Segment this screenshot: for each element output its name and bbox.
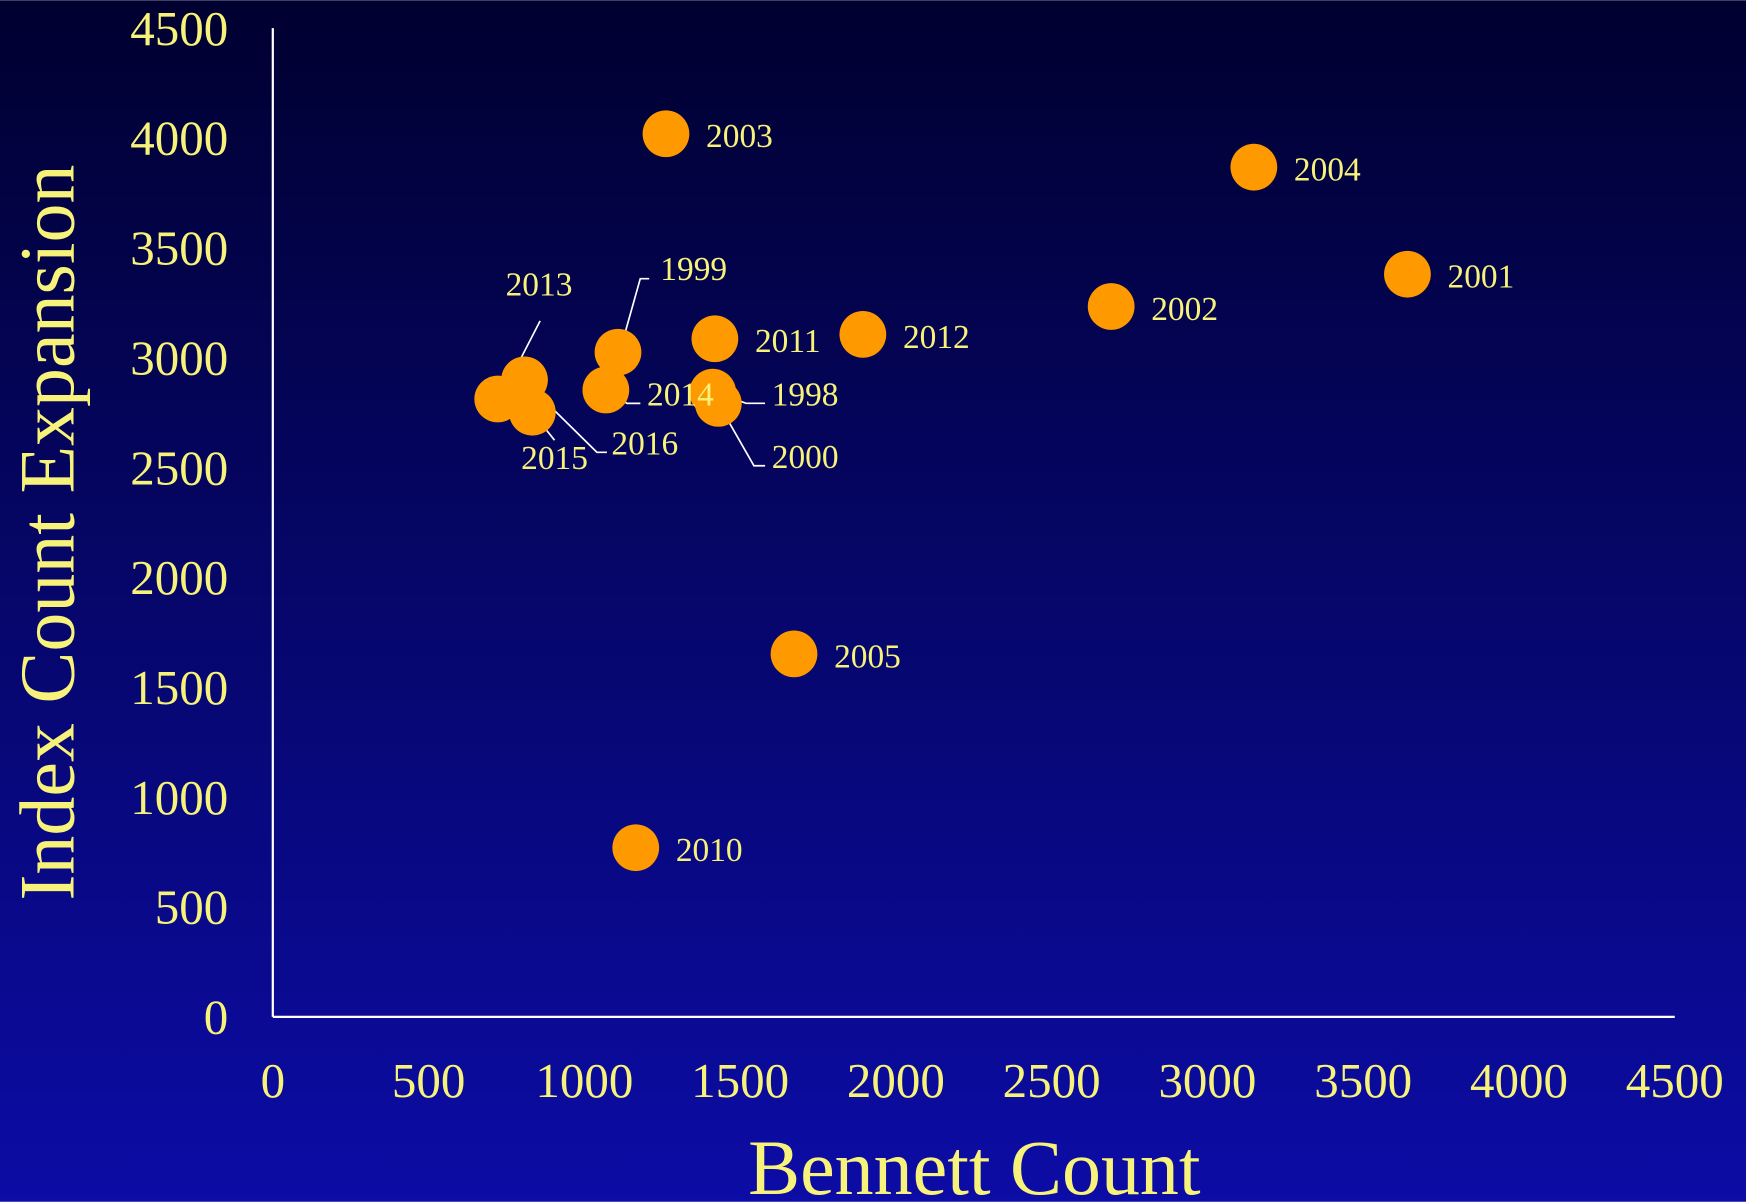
x-tick-label: 3500 — [1314, 1053, 1412, 1108]
x-tick-label: 0 — [261, 1053, 286, 1108]
point-label: 2015 — [521, 440, 588, 477]
x-tick-label: 4500 — [1626, 1053, 1724, 1108]
point-label: 2014 — [647, 377, 714, 414]
point-label: 2010 — [676, 832, 743, 869]
y-tick-label: 2500 — [130, 440, 228, 495]
point — [594, 328, 642, 376]
point-label: 2000 — [772, 439, 839, 476]
point-label: 1998 — [772, 377, 839, 414]
y-tick-label: 3500 — [130, 221, 228, 276]
y-tick-label: 0 — [204, 990, 229, 1045]
point-label: 2011 — [755, 323, 821, 360]
x-tick-label: 1000 — [535, 1053, 633, 1108]
y-tick-label: 3000 — [130, 330, 228, 385]
y-tick-label: 4500 — [130, 1, 228, 56]
y-tick-label: 2000 — [130, 550, 228, 605]
point-label: 2012 — [903, 319, 970, 356]
point-label: 2004 — [1294, 152, 1361, 189]
leader-line — [619, 277, 650, 351]
point-label: 2002 — [1151, 291, 1218, 328]
point — [582, 366, 630, 414]
x-tick-label: 2000 — [847, 1053, 945, 1108]
point — [770, 630, 818, 678]
x-tick-label: 500 — [392, 1053, 465, 1108]
point — [1230, 143, 1278, 191]
point-label: 2003 — [706, 118, 773, 155]
x-tick-label: 1500 — [691, 1053, 789, 1108]
point-label: 2016 — [611, 426, 678, 463]
point — [508, 388, 556, 436]
point — [642, 110, 690, 158]
point — [839, 311, 887, 358]
point-label: 2013 — [506, 266, 573, 303]
point — [612, 824, 660, 872]
point — [1087, 283, 1135, 330]
x-tick-label: 4000 — [1470, 1053, 1568, 1108]
y-tick-label: 500 — [155, 880, 228, 935]
point — [1384, 250, 1431, 298]
y-axis-title: Index Count Expansion — [4, 165, 90, 901]
y-tick-label: 1000 — [130, 770, 228, 825]
point — [691, 315, 739, 363]
x-tick-label: 3000 — [1158, 1053, 1256, 1108]
point-label: 1999 — [660, 251, 727, 288]
x-tick-label: 2500 — [1003, 1053, 1101, 1108]
x-axis-title: Bennett Count — [748, 1125, 1201, 1202]
point-label: 2001 — [1448, 259, 1515, 296]
y-tick-label: 4000 — [130, 111, 228, 166]
leader-line — [717, 402, 766, 467]
point-label: 2005 — [834, 638, 901, 675]
y-tick-label: 1500 — [130, 660, 228, 715]
point — [694, 380, 742, 427]
